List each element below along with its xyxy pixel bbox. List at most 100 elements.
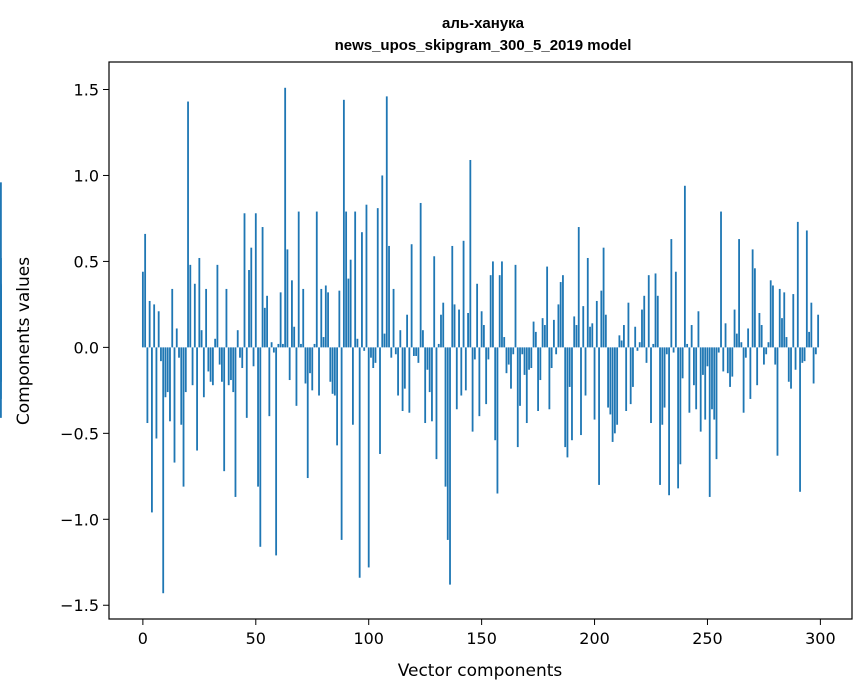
x-tick-label: 100: [353, 629, 384, 648]
bar-150: [480, 311, 483, 348]
bar-65: [288, 347, 291, 381]
bar-232: [665, 347, 668, 355]
bar-68: [295, 347, 298, 406]
bar-291: [799, 347, 801, 492]
chart-title: аль-ханука: [442, 15, 525, 32]
x-tick-label: 0: [138, 629, 148, 648]
bar-undefined: [0, 345, 2, 348]
bar-206: [607, 347, 609, 408]
bar-169: [523, 347, 526, 375]
bar-43: [239, 347, 241, 358]
bar-210: [616, 347, 619, 425]
bar-192: [575, 325, 578, 348]
bar-154: [489, 275, 492, 348]
bar-234: [670, 239, 673, 348]
bar-24: [196, 347, 198, 451]
bar-195: [582, 306, 585, 348]
bar-undefined: [0, 347, 2, 351]
bar-182: [552, 319, 555, 348]
bar-208: [611, 347, 614, 442]
bar-139: [455, 347, 458, 410]
bar-0: [141, 271, 144, 348]
bar-undefined: [0, 182, 2, 348]
bar-273: [758, 312, 761, 348]
bar-152: [485, 347, 488, 405]
bar-180: [548, 347, 551, 410]
bar-14: [173, 347, 176, 463]
bar-201: [595, 300, 598, 348]
bar-undefined: [0, 347, 2, 379]
bar-47: [248, 270, 250, 348]
bar-219: [636, 347, 639, 351]
bar-52: [259, 347, 262, 547]
bar-161: [505, 347, 508, 374]
bar-175: [537, 347, 539, 411]
bar-222: [643, 295, 646, 348]
bar-174: [534, 331, 537, 348]
bar-227: [654, 273, 657, 348]
bar-79: [320, 288, 323, 348]
bar-284: [783, 292, 786, 348]
bar-94: [354, 211, 357, 348]
bar-130: [435, 347, 438, 460]
bar-255: [717, 347, 720, 353]
bar-104: [376, 208, 379, 348]
bar-48: [250, 247, 253, 348]
bar-58: [272, 347, 275, 353]
bar-86: [336, 347, 338, 446]
bar-233: [668, 347, 670, 496]
bar-229: [659, 347, 661, 485]
bar-41: [234, 347, 237, 497]
bar-286: [787, 347, 790, 382]
bar-75: [311, 347, 314, 391]
y-axis-ticks: −1.5 −1.0 −0.5 0.0 0.5 1.0 1.5: [60, 81, 109, 615]
bar-89: [342, 99, 345, 348]
bar-63: [284, 87, 287, 348]
bar-253: [713, 347, 716, 420]
bar-116: [403, 347, 406, 389]
bar-134: [444, 347, 447, 487]
bar-119: [410, 244, 413, 348]
bar-2: [146, 347, 149, 424]
bar-258: [724, 323, 727, 348]
bar-22: [191, 347, 194, 386]
bar-6: [155, 347, 158, 439]
bar-100: [367, 347, 370, 568]
bar-120: [412, 347, 415, 356]
bar-82: [327, 292, 329, 348]
bar-132: [440, 314, 442, 348]
bar-51: [257, 347, 259, 487]
bar-93: [352, 347, 354, 425]
bar-202: [598, 347, 600, 485]
bar-203: [600, 290, 603, 348]
bar-98: [363, 347, 366, 351]
bar-211: [618, 335, 621, 348]
bar-3: [148, 300, 151, 348]
bar-270: [751, 249, 754, 348]
bar-188: [566, 347, 569, 458]
bar-228: [656, 295, 659, 348]
bar-106: [381, 175, 384, 348]
bar-157: [496, 347, 499, 494]
bar-23: [193, 283, 196, 348]
bar-53: [261, 227, 264, 348]
bar-246: [697, 311, 700, 348]
bar-107: [383, 333, 386, 348]
bar-256: [720, 211, 722, 348]
bar-45: [243, 213, 246, 348]
bar-141: [460, 347, 463, 396]
x-tick-label: 50: [246, 629, 266, 648]
bar-87: [338, 290, 341, 348]
bar-153: [487, 347, 490, 360]
bar-276: [765, 347, 768, 355]
bar-64: [286, 249, 289, 348]
bar-272: [756, 347, 759, 386]
bar-38: [227, 347, 230, 386]
bar-248: [702, 347, 704, 375]
bar-133: [442, 302, 445, 348]
bar-15: [175, 328, 178, 348]
bar-279: [772, 285, 774, 348]
bar-213: [623, 325, 625, 348]
bar-220: [638, 342, 641, 348]
